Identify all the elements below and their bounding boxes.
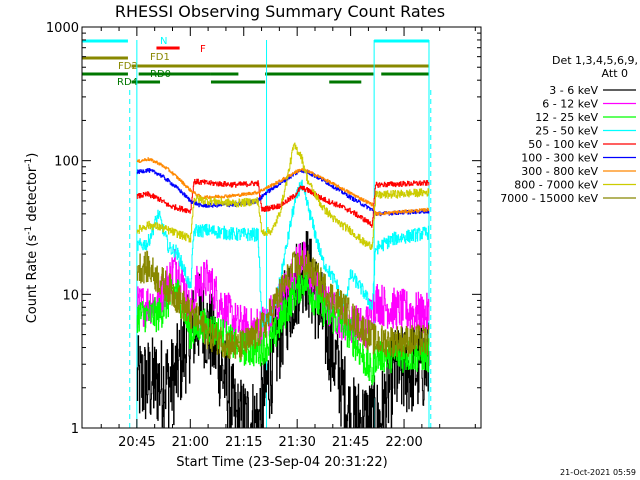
x-axis: 20:45 21:00 21:15 21:30 21:45 22:00 [100,27,476,450]
status-bar-rd0-label: RD0 [150,69,171,80]
legend-label: 6 - 12 keV [542,98,598,111]
status-bar-f-label: F [200,44,206,55]
series-line-8 [136,142,430,250]
x-tick-label: 21:00 [172,435,209,450]
series-line-5 [136,178,430,228]
series-line-7 [136,157,430,216]
y-tick-label: 1 [71,422,79,437]
x-tick-label: 21:45 [332,435,369,450]
legend-label: 7000 - 15000 keV [500,192,598,205]
y-tick-label: 1000 [46,21,79,36]
y-tick-label: 10 [62,288,79,303]
legend-label: 50 - 100 keV [528,138,598,151]
legend-label: 3 - 6 keV [549,84,598,97]
plot-border [81,26,482,429]
status-bar-fd2-label: FD2 [118,61,138,72]
x-tick-label: 21:15 [225,435,262,450]
legend-label: 100 - 300 keV [521,152,598,165]
y-axis-label-main: Count Rate (s [25,235,40,324]
status-bars: N F FD1 FD2 RD0 RD4 [82,36,432,428]
legend-header-line-2: Att 0 [602,67,628,80]
status-bar-rd4-label: RD4 [117,77,138,88]
x-tick-label: 22:00 [385,435,422,450]
status-bar-fd1-label: FD1 [150,52,170,63]
status-bar-n-label: N [160,36,167,47]
series-line-9 [136,250,430,360]
y-axis: 1 10 100 1000 [46,21,481,437]
series-line-3 [136,266,430,386]
date-stamp: 21-Oct-2021 05:59 [560,468,636,477]
legend-label: 800 - 7000 keV [514,179,598,192]
plot-frame [81,26,482,429]
legend-label: 25 - 50 keV [535,125,598,138]
plot-series [136,142,430,429]
y-axis-label-mid: detector [25,166,40,226]
chart-title: RHESSI Observing Summary Count Rates [115,2,445,21]
legend-header-line-1: Det 1,3,4,5,6,9, [552,54,638,67]
x-tick-label: 20:45 [118,435,155,450]
legend-label: 12 - 25 keV [535,111,598,124]
x-axis-label: Start Time (23-Sep-04 20:31:22) [176,455,387,470]
y-axis-label-end: ) [25,153,40,158]
legend-label: 300 - 800 keV [521,165,598,178]
x-tick-label: 21:30 [278,435,315,450]
y-axis-label: Count Rate (s-1 detector-1) [24,153,40,324]
y-axis-label-sup-1: -1 [24,226,34,235]
y-tick-label: 100 [54,155,79,170]
series-line-4 [136,179,430,328]
y-axis-label-sup-2: -1 [24,158,34,167]
